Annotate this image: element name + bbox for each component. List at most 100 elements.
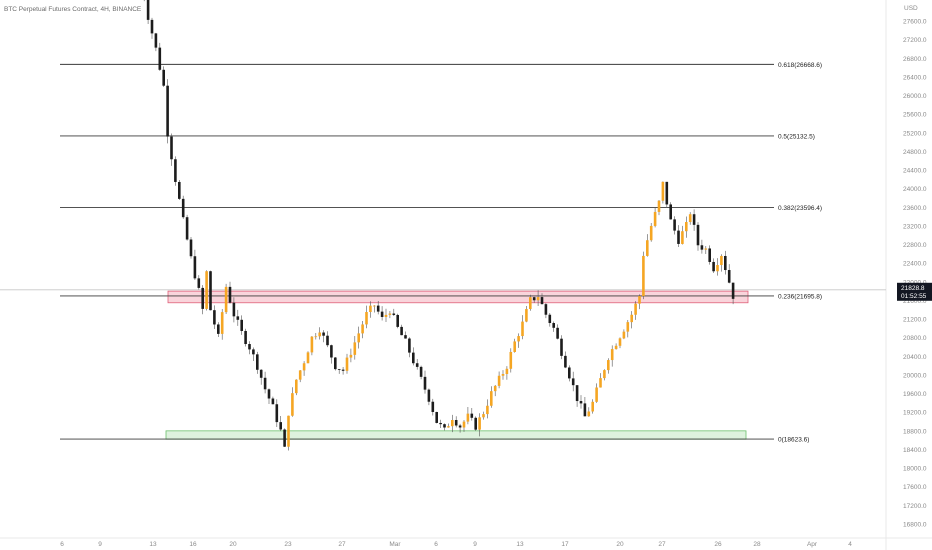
candle-body: [178, 181, 181, 199]
candle-body: [345, 357, 349, 371]
price-axis[interactable]: 27600.0 27200.0 26800.0 26400.0 26000.0 25600…: [903, 19, 927, 529]
candle-body: [322, 332, 325, 336]
candle-body: [568, 367, 571, 379]
candle-body: [310, 336, 314, 353]
support-zone[interactable]: [165, 430, 747, 440]
candle-body: [213, 310, 216, 325]
candle-body: [224, 286, 228, 313]
candle-body: [700, 245, 704, 250]
candle-body: [353, 342, 357, 355]
time-tick-label: Mar: [389, 541, 401, 548]
candle-body: [458, 425, 462, 428]
time-tick-label: 9: [473, 541, 477, 548]
candle-body: [501, 374, 505, 376]
candle-body: [626, 322, 630, 332]
candle-body: [646, 240, 649, 256]
fib-level-label: 0.5(25132.5): [778, 133, 815, 140]
candle-body: [482, 414, 485, 418]
candle-body: [189, 239, 193, 257]
candle-body: [283, 429, 286, 447]
candle-body: [166, 85, 169, 137]
candle-body: [653, 211, 657, 226]
candle-body: [673, 219, 676, 231]
candle-body: [209, 271, 212, 311]
candle-body: [599, 378, 602, 388]
price-tick-label: 25200.0: [903, 130, 927, 137]
candle-body: [669, 204, 672, 220]
time-axis[interactable]: 6 9 13 16 20 23 27 Mar 6 9 13 17 20 27 26 28 Apr 4: [60, 541, 852, 548]
candle-body: [727, 270, 731, 283]
candle-body: [540, 297, 544, 305]
time-tick-label: 28: [753, 541, 761, 548]
candle-body: [696, 224, 700, 246]
candle-body: [400, 326, 403, 336]
time-tick-label: Apr: [807, 541, 818, 548]
price-tick-label: 17600.0: [903, 484, 927, 491]
candle-body: [392, 313, 396, 315]
price-tick-label: 26400.0: [903, 74, 927, 81]
candle-body: [642, 255, 645, 297]
currency-label: USD: [904, 5, 918, 12]
candle-body: [716, 265, 719, 272]
candle-body: [419, 366, 423, 377]
candle-body: [634, 303, 637, 315]
candle-body: [185, 217, 189, 240]
candle-body: [529, 297, 532, 310]
candle-body: [369, 305, 372, 313]
candle-body: [302, 363, 306, 371]
candle-body: [731, 282, 735, 299]
price-tick-label: 18800.0: [903, 428, 927, 435]
candle-body: [205, 271, 208, 309]
candle-body: [509, 351, 513, 369]
candle-body: [583, 403, 587, 417]
candle-body: [595, 387, 598, 402]
candle-body: [373, 305, 376, 307]
candle-body: [404, 335, 407, 339]
candle-body: [649, 225, 653, 241]
candle-body: [536, 297, 540, 301]
candle-body: [271, 398, 275, 405]
candle-body: [486, 405, 489, 415]
price-tick-label: 16800.0: [903, 522, 927, 529]
candle-body: [435, 411, 438, 423]
candle-body: [220, 312, 224, 334]
time-tick-label: 6: [434, 541, 438, 548]
candle-body: [412, 352, 415, 364]
current-price-badge: 21828.8 01:52:55: [897, 282, 932, 301]
price-tick-label: 25600.0: [903, 112, 927, 119]
candle-body: [330, 345, 333, 358]
candle-body: [150, 19, 154, 34]
price-tick-label: 22400.0: [903, 261, 927, 268]
candle-body: [318, 332, 321, 337]
candle-body: [337, 369, 341, 370]
candle-body: [275, 404, 279, 423]
price-tick-label: 26800.0: [903, 56, 927, 63]
candle-body: [556, 327, 559, 339]
candle-body: [630, 314, 633, 323]
current-price-value: 21828.8: [901, 285, 925, 292]
candle-body: [201, 287, 204, 309]
candle-body: [575, 385, 579, 402]
candle-body: [704, 248, 708, 250]
symbol-title: BTC Perpetual Futures Contract, 4H, BINA…: [4, 6, 142, 13]
candle-body: [396, 314, 399, 327]
candle-body: [427, 389, 431, 402]
candle-body: [295, 379, 298, 394]
candle-body: [657, 200, 661, 212]
resistance-zone[interactable]: [167, 290, 749, 304]
candle-body: [154, 33, 158, 48]
candle-body: [513, 341, 516, 352]
candle-body: [376, 305, 380, 312]
price-badge-bg: [897, 282, 932, 301]
candle-body: [291, 393, 294, 416]
candlestick-series: [143, 0, 735, 451]
candle-body: [610, 349, 614, 361]
candle-body: [349, 354, 353, 358]
candle-body: [478, 417, 481, 430]
price-tick-label: 20000.0: [903, 372, 927, 379]
time-tick-label: 27: [338, 541, 346, 548]
candle-body: [532, 297, 536, 301]
